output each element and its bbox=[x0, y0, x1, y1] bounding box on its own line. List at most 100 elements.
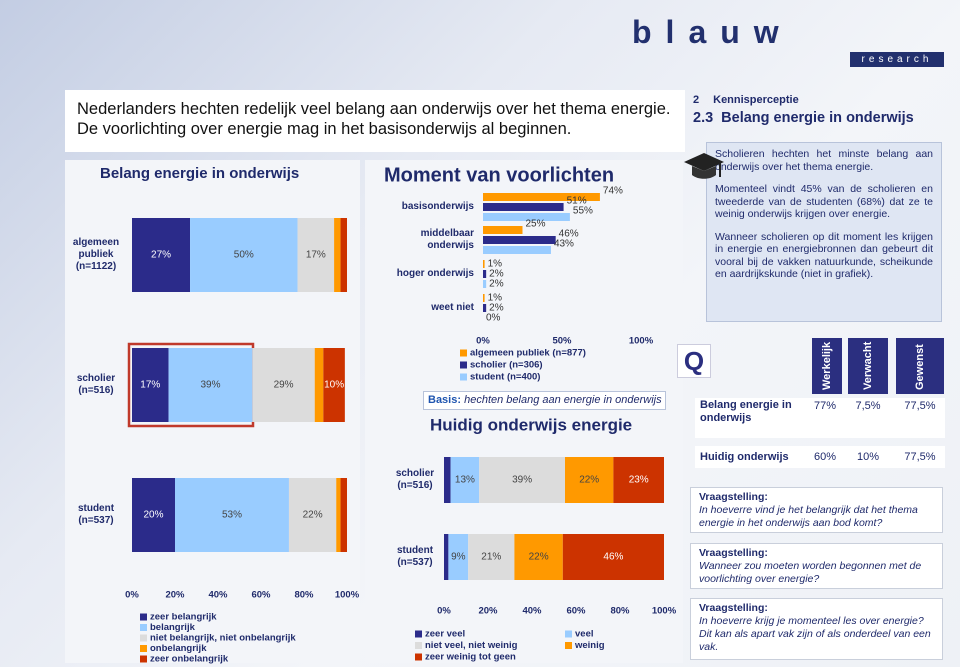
value-label: 22% bbox=[529, 552, 549, 563]
slide-title: Nederlanders hechten redelijk veel belan… bbox=[65, 90, 685, 152]
legend-label: zeer weinig tot geen bbox=[425, 652, 516, 663]
bar-segment bbox=[468, 534, 515, 580]
bar-segment bbox=[175, 478, 289, 552]
chart-title: Moment van voorlichten bbox=[384, 164, 614, 186]
bar-segment bbox=[483, 304, 487, 312]
category-label: scholier (n=516) bbox=[395, 468, 435, 491]
bar-segment bbox=[479, 457, 565, 503]
value-label: 1% bbox=[488, 293, 503, 304]
legend-swatch bbox=[460, 349, 467, 357]
bar-segment bbox=[483, 193, 600, 201]
x-tick-label: 80% bbox=[294, 590, 314, 601]
x-tick-label: 80% bbox=[610, 606, 630, 617]
legend-label: veel bbox=[575, 629, 594, 640]
x-tick-label: 100% bbox=[335, 590, 360, 601]
x-tick-label: 0% bbox=[125, 590, 139, 601]
question: Vraagstelling: In hoeverre vind je het be… bbox=[690, 487, 943, 533]
value-label: 50% bbox=[234, 250, 254, 261]
bar-segment bbox=[514, 534, 563, 580]
value-label: 9% bbox=[451, 552, 466, 563]
legend-label: zeer belangrijk bbox=[150, 612, 217, 623]
value-label: 39% bbox=[512, 475, 532, 486]
category-label: middelbaar onderwijs bbox=[420, 228, 474, 251]
sidebar-paragraph: Wanneer scholieren op dit moment les kri… bbox=[715, 230, 933, 281]
bar-segment bbox=[483, 270, 487, 278]
table-row bbox=[695, 398, 945, 438]
legend-swatch bbox=[140, 645, 147, 652]
table-cell: 77,5% bbox=[904, 400, 936, 412]
question-label: Vraagstelling: bbox=[699, 547, 768, 559]
graduation-icon bbox=[684, 153, 724, 179]
question-label: Vraagstelling: bbox=[699, 491, 768, 503]
bar-segment bbox=[562, 534, 664, 580]
bar-segment bbox=[252, 348, 315, 422]
question-label: Vraagstelling: bbox=[699, 602, 768, 614]
bar-segment bbox=[483, 203, 564, 211]
legend-label: zeer veel bbox=[425, 629, 465, 640]
value-label: 23% bbox=[629, 475, 649, 486]
x-tick-label: 0% bbox=[476, 336, 490, 347]
chart-title: Huidig onderwijs energie bbox=[430, 415, 632, 434]
value-label: 17% bbox=[306, 250, 326, 261]
bar-segment bbox=[132, 478, 175, 552]
legend-swatch bbox=[415, 630, 422, 638]
section: 2 Kennisperceptie bbox=[693, 94, 799, 106]
table-cell: 10% bbox=[856, 451, 880, 463]
x-tick-label: 60% bbox=[251, 590, 271, 601]
bar-segment bbox=[336, 478, 341, 552]
legend-swatch bbox=[415, 642, 422, 649]
x-tick-label: 50% bbox=[552, 336, 572, 347]
chart-title: Belang energie in onderwijs bbox=[100, 165, 299, 182]
value-label: 2% bbox=[489, 303, 504, 314]
value-label: 22% bbox=[303, 510, 323, 521]
value-label: 46% bbox=[603, 552, 623, 563]
x-tick-label: 100% bbox=[629, 336, 654, 347]
subsection-title: Belang energie in onderwijs bbox=[721, 110, 914, 126]
value-label: 27% bbox=[151, 250, 171, 261]
legend-swatch bbox=[565, 630, 572, 638]
bar-segment bbox=[132, 218, 191, 292]
x-tick-label: 40% bbox=[522, 606, 542, 617]
note-text: hechten belang aan energie in onderwijs bbox=[464, 394, 662, 406]
bar-segment bbox=[483, 280, 487, 288]
value-label: 2% bbox=[489, 279, 504, 290]
value-label: 20% bbox=[143, 510, 163, 521]
question-text: In hoeverre vind je het belangrijk dat h… bbox=[699, 504, 918, 529]
x-tick-label: 100% bbox=[652, 606, 677, 617]
x-tick-label: 40% bbox=[208, 590, 228, 601]
bar-segment bbox=[168, 348, 253, 422]
bar-segment bbox=[444, 457, 451, 503]
question-text: Wanneer zou moeten worden begonnen met d… bbox=[699, 560, 922, 585]
question-text: In hoeverre krijg je momenteel les over … bbox=[699, 615, 931, 653]
bar-segment bbox=[565, 457, 614, 503]
bar-segment bbox=[613, 457, 664, 503]
legend-swatch bbox=[140, 624, 147, 631]
q-icon: Q bbox=[677, 344, 711, 378]
value-label: 1% bbox=[488, 259, 503, 270]
logo-sub: research bbox=[850, 52, 944, 67]
x-tick-label: 20% bbox=[478, 606, 498, 617]
legend-label: belangrijk bbox=[150, 622, 196, 633]
legend-label: niet belangrijk, niet onbelangrijk bbox=[150, 633, 296, 644]
bar-segment bbox=[448, 534, 469, 580]
bar-segment bbox=[334, 218, 341, 292]
bar-segment bbox=[340, 478, 347, 552]
value-label: 13% bbox=[455, 475, 475, 486]
bar-segment bbox=[483, 226, 523, 234]
category-label: student (n=537) bbox=[396, 545, 434, 568]
value-label: 39% bbox=[200, 380, 220, 391]
value-label: 53% bbox=[222, 510, 242, 521]
legend-swatch bbox=[415, 653, 422, 661]
bar-segment bbox=[450, 457, 480, 503]
value-label: 2% bbox=[489, 269, 504, 280]
x-tick-label: 20% bbox=[165, 590, 185, 601]
legend-swatch bbox=[140, 634, 147, 642]
bar-segment bbox=[190, 218, 298, 292]
legend-label: onbelangrijk bbox=[150, 643, 207, 654]
legend-swatch bbox=[460, 373, 467, 381]
question: Vraagstelling: Wanneer zou moeten worden … bbox=[690, 543, 943, 589]
table-cell: 77% bbox=[813, 400, 837, 412]
bar-segment bbox=[314, 348, 324, 422]
x-tick-label: 0% bbox=[437, 606, 451, 617]
note-label: Basis: bbox=[428, 394, 462, 406]
